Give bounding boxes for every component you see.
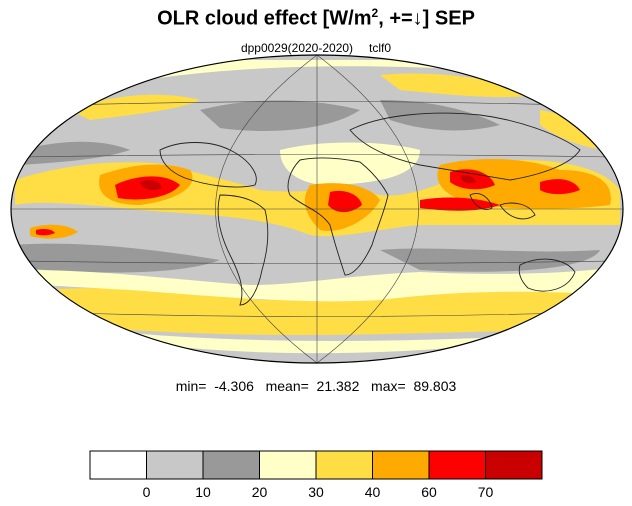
field-tropics-red bbox=[36, 169, 580, 236]
colorbar-tick-label: 20 bbox=[251, 484, 268, 500]
field-south-darkgray-2 bbox=[380, 248, 600, 272]
colorbar-swatch bbox=[485, 450, 543, 480]
colorbar-tick-label: 70 bbox=[477, 484, 494, 500]
plot-subtitle: dpp0029(2020-2020) tclf0 bbox=[0, 41, 632, 55]
colorbar-tick-label: 60 bbox=[421, 484, 437, 500]
stats-line: min= -4.306 mean= 21.382 max= 89.803 bbox=[175, 378, 457, 394]
field-north-darkgray-3 bbox=[20, 141, 130, 165]
field-south-yellow bbox=[40, 285, 600, 335]
field-sahara-pale bbox=[280, 142, 420, 185]
colorbar-swatch bbox=[146, 450, 204, 480]
plot-title: OLR cloud effect [W/m2, +=↓] SEP bbox=[157, 6, 475, 30]
field-north-darkgray-2 bbox=[380, 100, 500, 131]
colorbar-swatch bbox=[202, 450, 260, 480]
colorbar-swatch bbox=[89, 450, 147, 480]
field-south-pale bbox=[30, 268, 610, 302]
colorbar-swatch bbox=[259, 450, 317, 480]
field-south-darkgray-1 bbox=[12, 243, 220, 273]
map-outline bbox=[10, 54, 624, 364]
colorbar-tick-label: 30 bbox=[308, 484, 324, 500]
run-label: dpp0029(2020-2020) bbox=[240, 41, 354, 55]
graticule bbox=[11, 55, 623, 363]
colorbar-tick-label: 10 bbox=[195, 484, 211, 500]
coastlines bbox=[159, 112, 581, 306]
variable-label: tclf0 bbox=[369, 41, 392, 55]
colorbar-swatch bbox=[372, 450, 430, 480]
colorbar-swatch bbox=[315, 450, 373, 480]
field-north-darkgray-1 bbox=[200, 100, 360, 131]
colorbar-tick-label: 40 bbox=[364, 484, 381, 500]
field-north-yellow-1 bbox=[70, 94, 200, 120]
colorbar-tick-label: 0 bbox=[142, 484, 151, 500]
colorbar-swatch bbox=[428, 450, 486, 480]
field-north-yellow-2 bbox=[380, 73, 540, 98]
